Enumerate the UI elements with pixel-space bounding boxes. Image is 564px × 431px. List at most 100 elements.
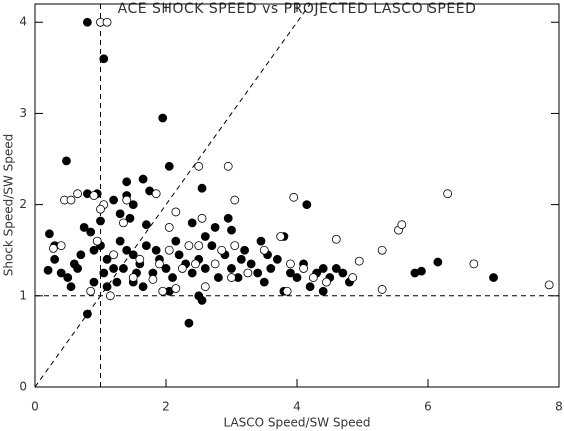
point [259,245,269,255]
point [112,277,122,287]
point [217,245,227,255]
point [227,264,236,273]
point [158,113,168,123]
point [73,264,82,273]
point [141,220,151,230]
point [86,227,96,237]
point [469,259,479,269]
point [286,268,295,278]
y-tick-label: 1 [19,288,27,302]
point [331,234,341,244]
point [302,200,312,210]
point [289,192,299,202]
point [318,286,328,296]
diagonal-line [34,3,311,388]
point [135,254,145,264]
y-tick-label: 4 [19,15,27,29]
point [171,284,181,293]
point [282,286,292,296]
point [299,264,308,273]
x-axis-label: LASCO Speed/SW Speed [224,416,371,430]
point [227,273,236,282]
point [210,223,220,232]
point [194,241,204,251]
y-tick-label: 0 [19,380,27,394]
point [125,213,135,223]
point [377,285,387,294]
point [213,273,223,282]
point [105,291,115,301]
y-tick-label: 3 [19,106,27,120]
point [489,273,498,282]
x-tick-label: 0 [31,400,39,414]
point [223,213,233,223]
point [184,318,194,328]
point [544,280,554,290]
point [109,250,118,260]
point [292,273,302,282]
point [141,241,151,251]
point [259,277,269,287]
point [50,254,60,264]
point [89,245,99,255]
point [43,265,53,275]
point [266,264,276,273]
point [200,282,210,292]
point [164,161,174,171]
point [66,195,76,205]
point [122,195,132,205]
x-tick-label: 6 [424,400,432,414]
point [155,259,164,269]
point [197,213,207,223]
point [200,232,210,241]
point [322,277,331,287]
point [158,286,168,296]
y-tick-label: 2 [19,197,27,211]
point [187,268,197,278]
point [256,236,266,246]
point [138,282,148,292]
point [177,264,187,273]
point [63,273,73,282]
point [168,273,177,282]
point [286,259,295,269]
point [56,241,66,251]
point [122,177,132,187]
point [397,220,407,230]
point [161,264,171,273]
point [230,195,240,205]
point [83,17,92,27]
point [305,282,315,292]
point [243,268,253,278]
point [115,236,125,246]
point [128,250,138,260]
point [73,189,82,199]
point [128,200,138,210]
point [102,17,112,27]
point [276,232,286,241]
point [109,195,118,205]
point [138,174,148,184]
point [62,156,71,166]
point [86,286,96,296]
point [66,282,76,292]
x-tick-label: 8 [555,400,563,414]
point [164,223,174,232]
point [122,245,132,255]
point [92,236,102,246]
point [96,204,105,214]
point [151,245,161,255]
point [308,273,318,282]
point [433,257,443,267]
point [151,189,161,199]
point [191,259,200,269]
point [417,266,426,276]
point [119,218,128,228]
point [443,189,453,199]
point [115,209,125,219]
point [79,223,89,232]
point [200,264,210,273]
point [207,241,217,251]
point [174,250,184,260]
